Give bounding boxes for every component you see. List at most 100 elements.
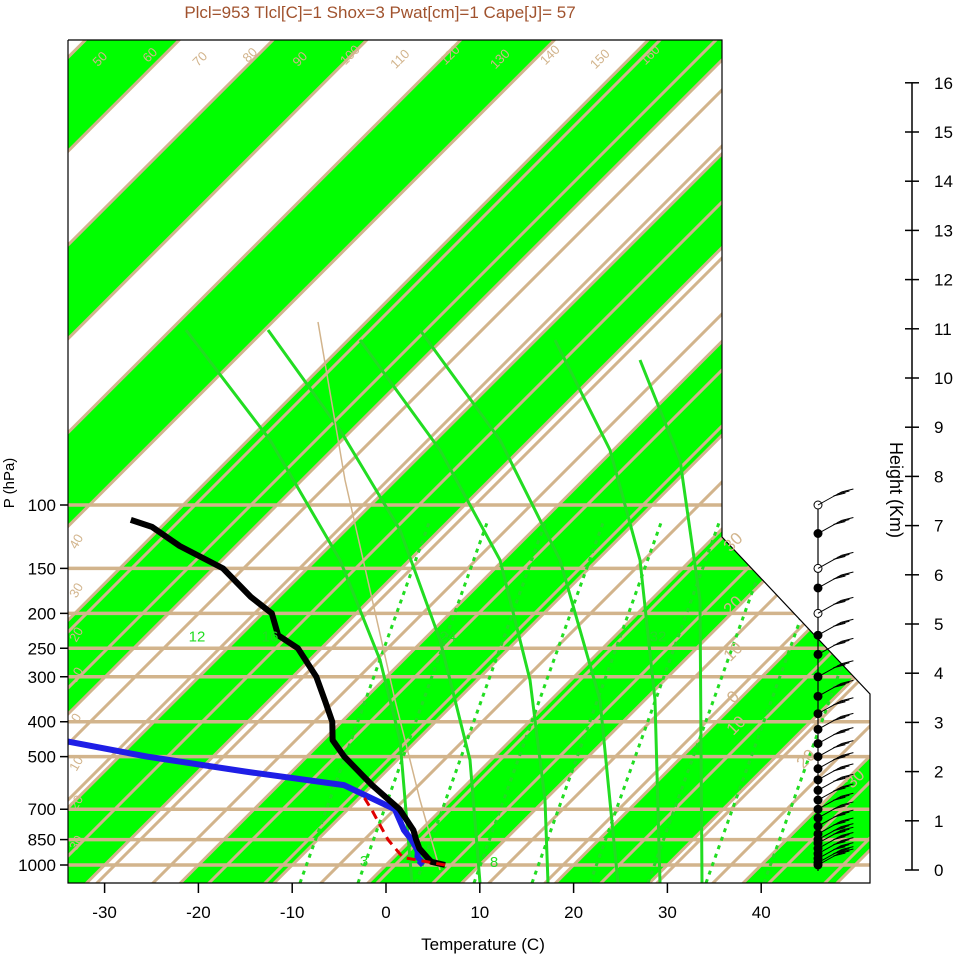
pressure-tick-label: 100 — [28, 496, 56, 515]
height-tick-label: 10 — [934, 369, 953, 388]
wind-feather — [841, 773, 854, 778]
height-tick-label: 2 — [934, 763, 943, 782]
wind-feather — [841, 727, 854, 732]
isotherm-line — [443, 40, 870, 883]
wind-feather — [837, 639, 850, 644]
wind-feather — [841, 712, 854, 717]
wind-feather — [841, 571, 854, 576]
height-tick-label: 16 — [934, 74, 953, 93]
mixing-ratio-lines — [184, 321, 870, 883]
isotherm-line — [68, 40, 388, 883]
mixing-label: 3 — [360, 853, 368, 870]
wind-feather — [837, 754, 850, 759]
left-label: 20 — [66, 624, 86, 644]
temperature-line — [129, 517, 446, 868]
isotherm-line — [162, 40, 870, 883]
temperature-tick-label: 40 — [752, 903, 771, 922]
wind-feather — [837, 662, 850, 667]
wind-feather — [833, 716, 846, 721]
dewpoint-line — [68, 519, 425, 868]
mixing-ratio-line — [646, 519, 780, 883]
moist-curve — [358, 339, 550, 883]
wind-feather — [837, 811, 850, 816]
mixing-ratio-line — [704, 519, 838, 883]
wind-feather — [833, 521, 846, 525]
wind-feather — [841, 679, 854, 684]
mixing-label: 16 — [262, 629, 279, 646]
wind-feather — [833, 850, 846, 855]
wind-feather — [833, 852, 846, 857]
wind-feather — [833, 813, 846, 818]
wind-feather — [837, 729, 850, 734]
wind-feather — [841, 596, 854, 601]
wind-feather — [833, 830, 846, 835]
wind-feather — [841, 801, 854, 806]
temperature-tick-label: -10 — [280, 903, 305, 922]
isotherm-line — [68, 40, 670, 883]
y-axis-label: P (hPa) — [1, 458, 18, 509]
wind-feather — [833, 664, 846, 669]
wind-feather — [837, 742, 850, 747]
wind-feather — [837, 828, 850, 833]
chart-title: Plcl=953 Tlcl[C]=1 Shox=3 Pwat[cm]=1 Cap… — [184, 3, 575, 22]
mixing-ratio-line — [356, 519, 490, 883]
adiabat-line — [526, 40, 870, 883]
wind-feather — [837, 620, 850, 625]
wind-feather — [841, 740, 854, 745]
height-tick-label: 8 — [934, 467, 943, 486]
wind-feather — [833, 683, 846, 688]
pressure-tick-label: 200 — [28, 604, 56, 623]
wind-feather — [837, 699, 850, 704]
isotherm-label: 70 — [189, 48, 210, 69]
moist-band — [163, 40, 870, 883]
wind-feather — [841, 832, 854, 837]
wind-feather — [833, 836, 846, 841]
wind-feather — [833, 622, 846, 627]
wind-feather — [833, 492, 846, 497]
wind-feather — [841, 809, 854, 814]
wind-feather — [833, 821, 846, 826]
pressure-tick-label: 850 — [28, 831, 56, 850]
wind-feather — [841, 846, 854, 851]
wind-feather — [837, 598, 850, 603]
isotherm-line — [68, 40, 482, 883]
wind-feather — [833, 744, 846, 749]
height-tick-label: 3 — [934, 713, 943, 732]
height-tick-label: 0 — [934, 861, 943, 880]
moist-band — [68, 40, 762, 883]
height-tick-label: 4 — [934, 664, 943, 683]
adiabat-line — [638, 40, 870, 883]
adiabat-line — [68, 40, 738, 883]
wind-feather — [841, 763, 854, 768]
mixing-label: 32 — [650, 629, 667, 646]
left-label: 10 — [66, 753, 86, 773]
height-tick-label: 5 — [934, 615, 943, 634]
moist-curve — [553, 339, 662, 883]
moist-band — [68, 40, 387, 883]
height-tick-label: 1 — [934, 812, 943, 831]
left-label: 40 — [66, 531, 86, 551]
wind-feather — [841, 637, 854, 642]
wind-feather — [841, 488, 854, 493]
wind-feather — [833, 846, 846, 851]
wind-feather — [837, 519, 850, 523]
wind-feather — [833, 600, 846, 605]
wind-feather — [833, 641, 846, 646]
wind-feather — [841, 517, 854, 521]
adiabat-line — [246, 40, 870, 883]
pressure-tick-label: 300 — [28, 668, 56, 687]
wind-feather — [837, 794, 850, 799]
adiabat-line — [470, 40, 870, 883]
plot-area — [68, 40, 870, 883]
sounding-profiles — [68, 517, 446, 868]
pressure-tick-label: 250 — [28, 639, 56, 658]
wind-feather — [833, 701, 846, 706]
adiabat-line — [68, 40, 682, 883]
wind-feather — [837, 848, 850, 853]
temperature-tick-label: 0 — [381, 903, 390, 922]
left-label: 30 — [66, 833, 86, 853]
isotherm-label: 150 — [587, 46, 613, 72]
wind-barbs — [813, 488, 854, 871]
mixing-ratio-line — [472, 519, 606, 883]
